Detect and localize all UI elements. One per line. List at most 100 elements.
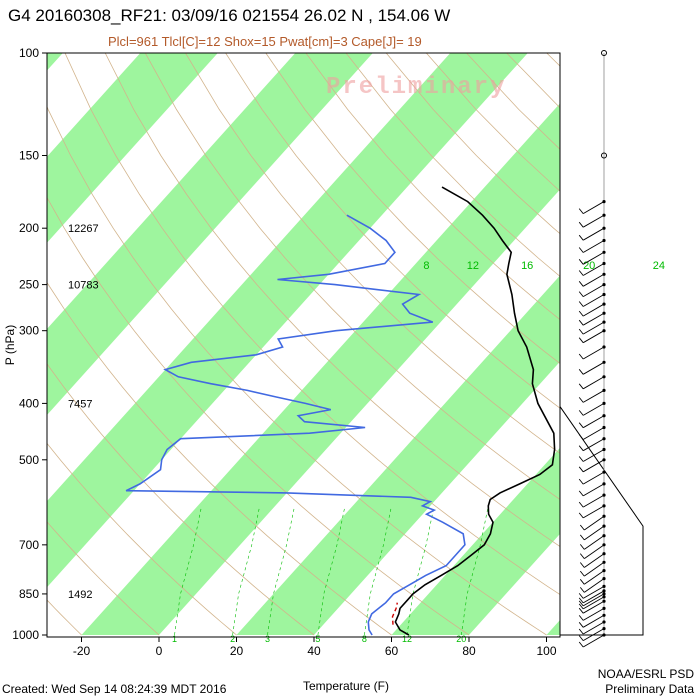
wind-barb-dot [602,470,606,474]
temperature-band [47,53,63,71]
x-tick-label: 60 [385,644,399,658]
wind-barb-staff [582,471,605,485]
wind-barb-dot [602,633,606,637]
wind-barb-staff [582,483,605,497]
wind-barb-flag [578,466,584,473]
wind-barb-dot [602,200,606,204]
mixing-ratio-line [406,505,435,636]
wind-barb-flag [578,319,584,326]
temperature-bands [47,53,560,635]
wind-barb-dot [602,504,606,508]
dry-adiabat [185,53,560,454]
wind-barb-dot [602,534,606,538]
temperature-series [394,186,556,636]
wind-barb-staff [582,600,605,614]
mixing-ratio-label: 3 [265,634,270,644]
x-axis-label: Temperature (F) [303,679,389,693]
wind-barb-staff [582,593,605,607]
wind-barb-flag [578,628,584,635]
wind-barb-flag [578,593,584,599]
wind-barb-flag [578,597,584,604]
wind-barb-flag [578,478,584,485]
mixing-ratio-line [364,505,392,636]
y-tick-label: 500 [19,453,39,467]
wind-barb-dot [602,482,606,486]
wind-barb-flag [578,328,584,335]
wind-barb-flag [578,281,584,287]
wind-barb-dot [602,425,606,430]
mixing-ratio-label: 12 [402,634,412,644]
mixing-ratio-line [232,505,260,636]
wind-barb-flag [578,247,584,253]
wind-barb-staff [582,376,605,390]
wind-barb-staff [582,214,605,228]
wind-barb-dot [602,589,606,593]
height-labels: 12267 10783 7457 1492 [68,223,99,601]
wind-barb-dot [602,345,606,349]
wind-barb-staff [582,201,605,214]
wind-barb-staff [582,227,605,241]
mixing-ratio-label: 5 [315,634,320,644]
temperature-band [47,53,373,415]
wind-barb-flag [579,553,585,559]
mixing-ratio-label: 8 [362,634,367,644]
y-tick-label: 100 [19,46,39,60]
wind-barb-dot [602,250,606,254]
dry-adiabat [225,53,560,409]
dry-adiabat [265,53,560,365]
wind-barb-staff [584,544,605,559]
x-tick-label: 40 [307,644,321,658]
temperature-band [47,53,528,588]
wind-barb-dot [602,302,606,306]
source-line-2: Preliminary Data [605,682,694,696]
x-tick-label: 80 [462,644,476,658]
wind-barb-dot [602,577,606,581]
y-tick-label: 850 [19,587,39,601]
wind-barb-dot [602,524,606,528]
wind-barb-dot [602,613,606,617]
x-axis-ticks: -20 0 20 40 60 80 100 [73,637,557,658]
wind-barb-staff [582,346,605,360]
wind-barb-flag [579,562,585,568]
wind-barb-staff [582,494,605,508]
wind-barb-staff [582,403,605,416]
y-tick-label: 1000 [12,628,39,642]
wind-barb-dot [602,311,606,315]
wind-barb-staff [584,561,605,577]
wind-barb-flag [579,579,585,585]
mixing-ratio-label: 12 [467,260,479,272]
wind-barb-staff [582,505,605,519]
wind-barb-dot [602,437,606,441]
wind-barb-flag [578,208,584,214]
wind-barb-staff [582,427,605,440]
wind-barb-staff [582,628,605,641]
dry-adiabat [47,363,315,636]
temperature-band [47,53,218,243]
wind-barb-flag [578,635,584,641]
y-axis-label: P (hPa) [3,325,17,365]
mixing-ratio-label: 20 [583,260,595,272]
mixing-ratio-label: 2 [230,634,235,644]
wind-barb-staff [582,284,605,297]
wind-barb-flag [578,456,584,462]
wind-barb-dot [602,606,606,611]
wind-barb-staff [582,438,605,452]
wind-barb-staff [582,273,605,287]
mixing-ratio-line [174,505,202,636]
wind-barb-staff [582,240,605,253]
x-tick-label: 20 [230,644,244,658]
wind-barb-flag [578,310,584,317]
temperature-line [394,186,556,636]
wind-barb-staff [582,263,605,276]
wind-barb-dot [602,447,606,452]
wind-barb-dot [602,238,606,243]
wind-barb-flag [578,270,584,276]
wind-barb-flag [578,221,584,228]
temperature-band [546,620,560,635]
wind-barb-dot [602,320,606,324]
x-tick-label: 100 [536,644,556,658]
wind-barb-staff [584,535,605,550]
wind-barb-staff [582,251,605,265]
mixing-ratio-label: 8 [423,260,429,272]
